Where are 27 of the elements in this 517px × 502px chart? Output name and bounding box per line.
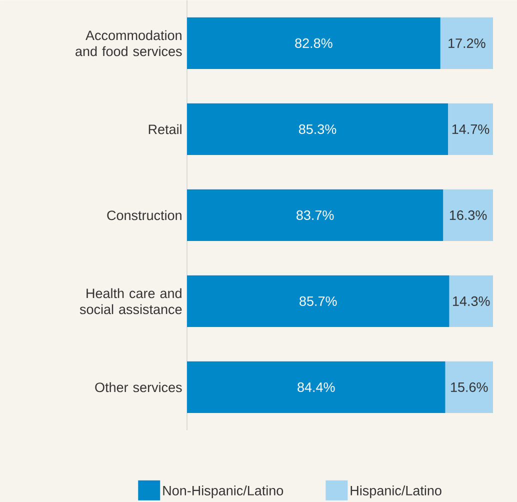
data-label: 17.2% [448, 38, 486, 48]
bar [443, 189, 493, 241]
data-label: 84.4% [298, 382, 335, 392]
y-tick-label: Health care and social assistance [80, 288, 182, 314]
bar [187, 361, 446, 413]
data-label: 15.6% [451, 382, 488, 392]
data-label: 82.8% [295, 38, 332, 48]
bar [187, 103, 448, 155]
bar [449, 275, 493, 327]
legend-label: Non-Hispanic/Latino [163, 485, 284, 498]
data-label: 85.7% [300, 296, 337, 306]
bar [448, 103, 493, 155]
data-label: 16.3% [450, 210, 487, 220]
bar [187, 17, 440, 69]
bar [187, 275, 450, 327]
bar [440, 17, 493, 69]
y-tick-label: Other services [95, 382, 182, 392]
bar [445, 361, 493, 413]
data-label: 85.3% [298, 124, 336, 134]
data-label: 14.7% [452, 124, 490, 134]
bar [187, 189, 444, 241]
y-tick-label: Retail [148, 124, 182, 134]
data-label: 83.7% [296, 210, 334, 220]
data-label: 14.3% [453, 296, 490, 306]
legend-label: Hispanic/Latino [350, 485, 442, 498]
y-tick-label: Accommodation and food services [76, 30, 182, 56]
y-tick-label: Construction [107, 210, 182, 220]
